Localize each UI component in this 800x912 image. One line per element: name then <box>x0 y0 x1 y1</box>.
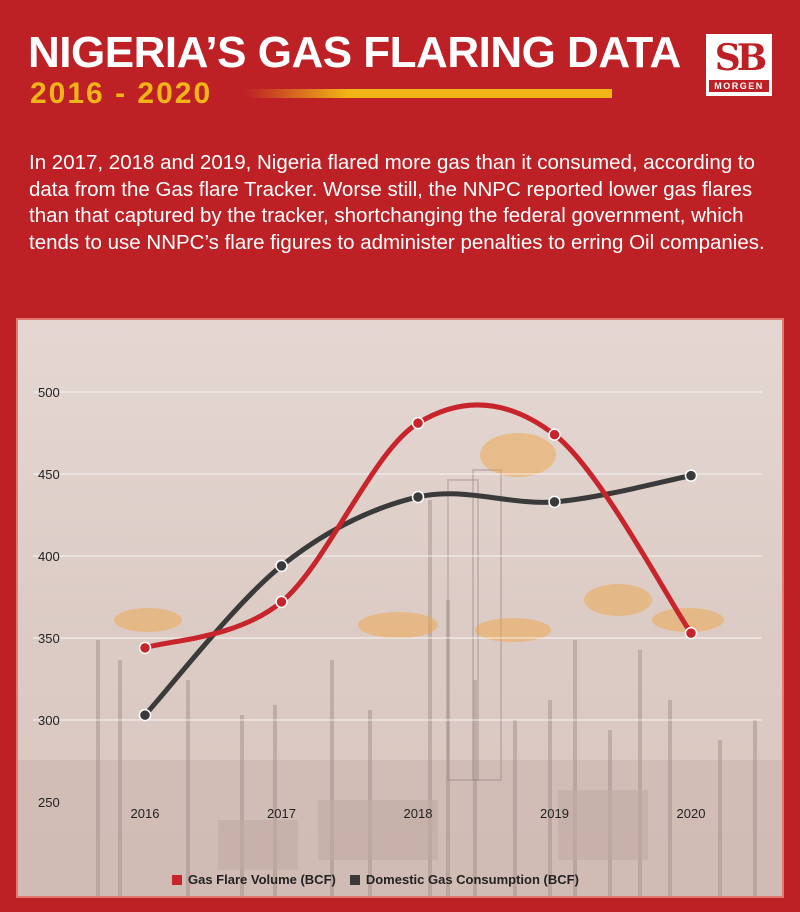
chimney-stack <box>428 500 432 896</box>
intro-paragraph: In 2017, 2018 and 2019, Nigeria flared m… <box>29 151 765 254</box>
chimney-stack <box>273 705 277 896</box>
data-point-gas-flare <box>411 416 425 430</box>
legend-swatch <box>172 874 182 885</box>
refinery-background <box>18 433 782 896</box>
data-point-domestic-consumption <box>548 495 561 509</box>
page-title: NIGERIA’S GAS FLARING DATA <box>28 28 681 77</box>
chimney-stack <box>473 680 477 896</box>
chimney-stack <box>573 640 577 896</box>
lattice-tower <box>472 469 502 781</box>
chimney-stack <box>753 720 757 896</box>
data-point-gas-flare <box>138 641 152 655</box>
chimney-stack <box>548 700 552 896</box>
brand-logo: SB MORGEN <box>706 34 772 96</box>
storage-tank <box>318 800 438 860</box>
page-subtitle: 2016 - 2020 <box>30 77 213 110</box>
gas-flare <box>652 608 724 632</box>
gas-flare <box>480 433 556 477</box>
chimney-stack <box>446 600 450 896</box>
x-tick-label: 2019 <box>540 806 569 821</box>
x-axis-ticks: 2016 2017 2018 2019 2020 <box>131 806 706 821</box>
gas-flare <box>475 618 551 642</box>
chimney-stack <box>638 650 642 896</box>
chimney-stack <box>513 720 517 896</box>
chart-series <box>142 402 694 718</box>
data-point-domestic-consumption <box>138 708 152 722</box>
y-tick-label: 400 <box>38 549 60 564</box>
y-tick-label: 250 <box>38 795 60 810</box>
y-tick-label: 500 <box>38 385 60 400</box>
line-chart: 250 300 350 400 450 500 2016 2017 2018 2019 2020 <box>18 385 782 896</box>
y-tick-label: 300 <box>38 713 60 728</box>
legend-label: Domestic Gas Consumption (BCF) <box>365 872 579 887</box>
y-tick-label: 350 <box>38 631 60 646</box>
gas-flare <box>584 584 652 616</box>
legend-swatch <box>349 874 360 885</box>
y-axis-ticks: 250 300 350 400 450 500 <box>38 385 60 810</box>
legend-item: Gas Flare Volume (BCF) <box>172 872 336 887</box>
legend-label: Gas Flare Volume (BCF) <box>188 872 336 887</box>
logo-monogram: SB <box>714 37 767 79</box>
chart-points <box>138 416 698 722</box>
lattice-tower <box>447 479 479 781</box>
x-tick-label: 2020 <box>677 806 706 821</box>
data-point-gas-flare <box>275 595 288 609</box>
chimney-stack <box>118 660 122 896</box>
gas-flare <box>358 612 438 638</box>
data-point-gas-flare <box>548 428 561 441</box>
chart-legend: Gas Flare Volume (BCF) Domestic Gas Consu… <box>172 872 632 888</box>
legend-item: Domestic Gas Consumption (BCF) <box>349 872 579 887</box>
gas-flare <box>114 608 182 632</box>
chimney-stack <box>96 640 100 896</box>
chimney-stack <box>186 680 190 896</box>
y-tick-label: 450 <box>38 467 60 482</box>
series-line-domestic-consumption <box>142 473 694 718</box>
x-tick-label: 2018 <box>404 806 433 821</box>
logo-wordmark: MORGEN <box>709 80 769 92</box>
data-point-domestic-consumption <box>411 490 425 504</box>
accent-rule <box>246 89 612 98</box>
storage-tank <box>558 790 648 860</box>
x-tick-label: 2017 <box>267 806 296 821</box>
chart-panel: 250 300 350 400 450 500 2016 2017 2018 2019 2020 <box>16 318 784 898</box>
data-point-gas-flare <box>684 626 698 640</box>
chimney-stack <box>330 660 334 896</box>
data-point-domestic-consumption <box>275 559 288 573</box>
chimney-stack <box>240 715 244 896</box>
chart-grid <box>33 391 762 721</box>
storage-tank <box>218 820 298 870</box>
x-tick-label: 2016 <box>131 806 160 821</box>
chimney-stack <box>668 700 672 896</box>
data-point-domestic-consumption <box>684 469 698 482</box>
chimney-stack <box>718 740 722 896</box>
